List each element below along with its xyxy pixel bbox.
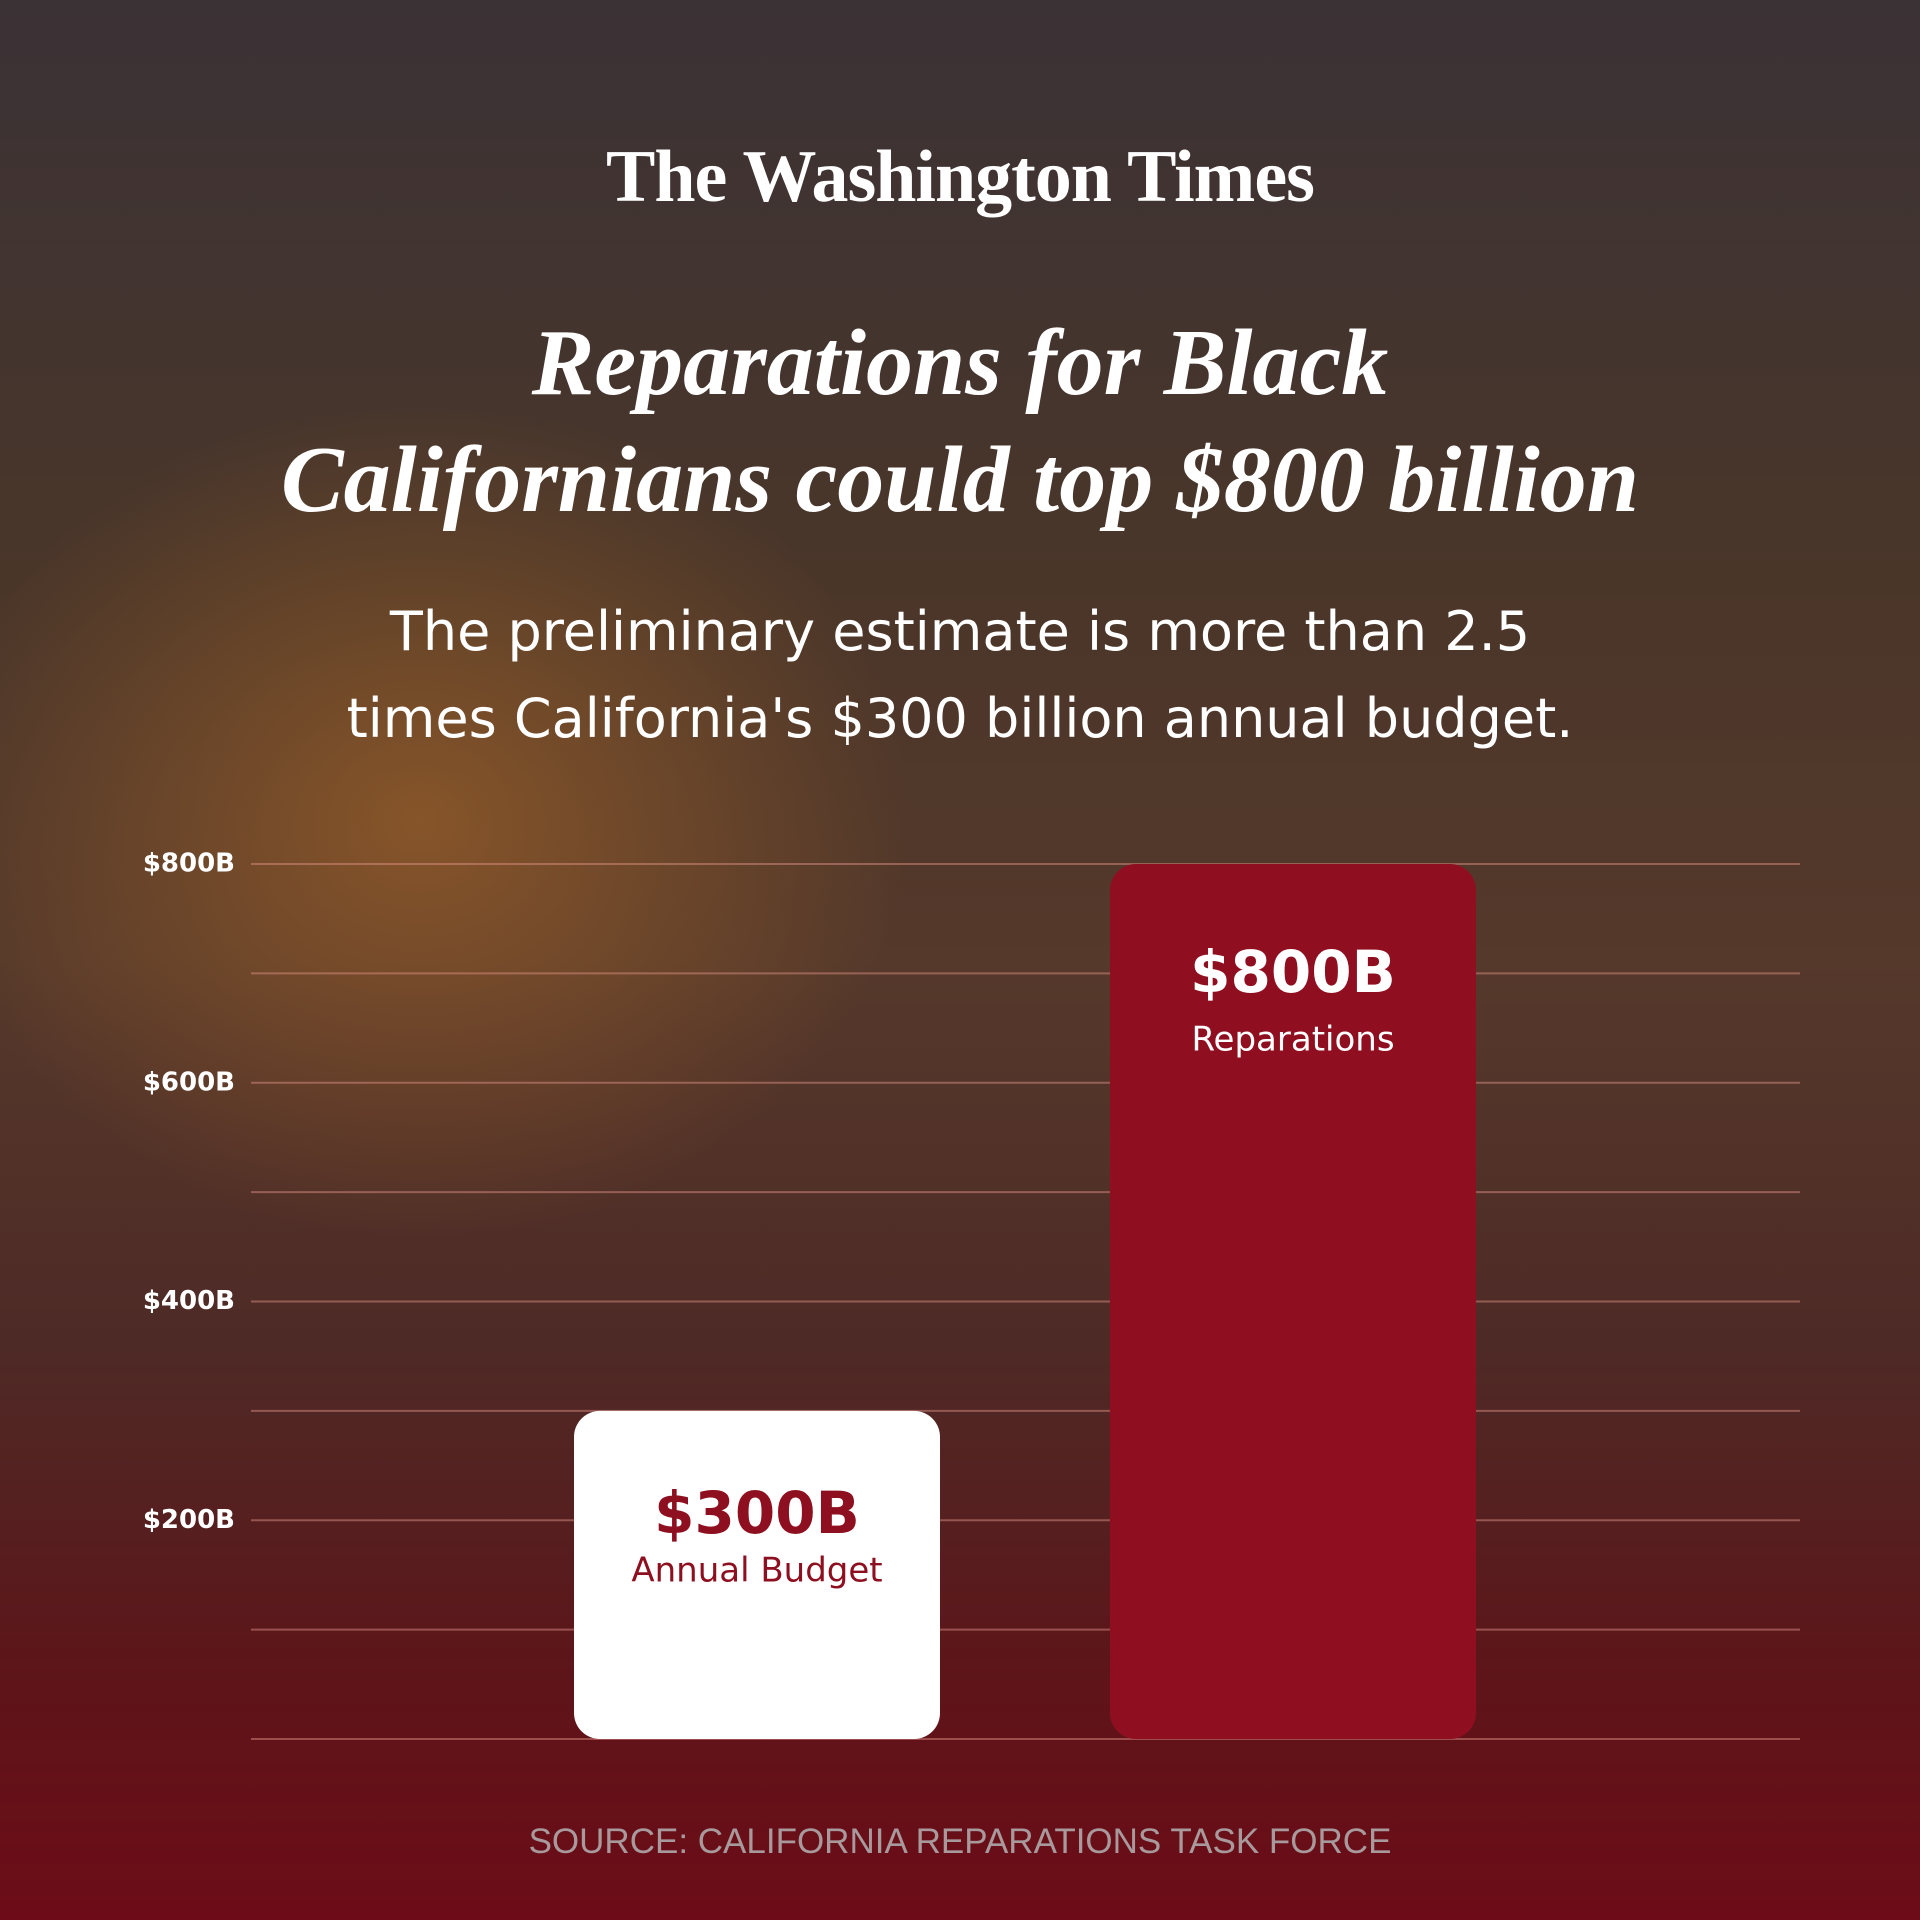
source: SOURCE: CALIFORNIA REPARATIONS TASK FORC… (528, 1822, 1392, 1861)
bar (574, 1410, 940, 1739)
chart-title: Reparations for Black Californians could… (280, 311, 1640, 532)
bar (1110, 864, 1476, 1739)
logo: The Washington Times (606, 136, 1315, 218)
y-tick-label: $600B (143, 1067, 235, 1097)
value-label: $300B (654, 1479, 860, 1547)
category-label: Reparations (1191, 1020, 1394, 1060)
y-tick-label: $400B (143, 1286, 235, 1316)
chart-subtitle: The preliminary estimate is more than 2.… (346, 600, 1574, 750)
value-label: $800B (1190, 938, 1396, 1006)
category-label: Annual Budget (631, 1550, 882, 1590)
y-tick-label: $200B (143, 1505, 235, 1535)
y-tick-label: $800B (143, 849, 235, 879)
